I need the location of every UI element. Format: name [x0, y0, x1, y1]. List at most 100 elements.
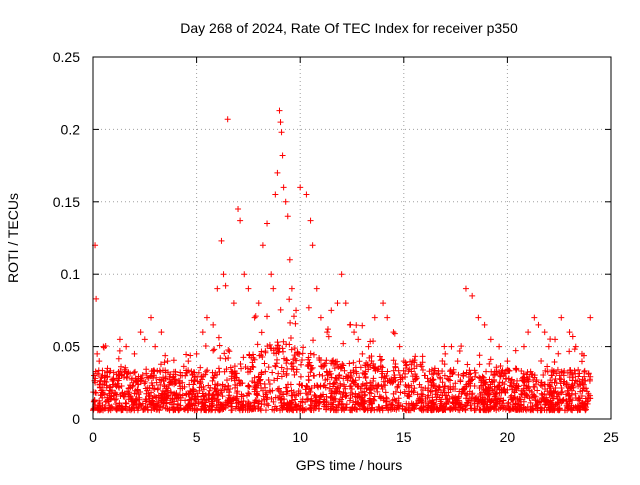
background-point	[365, 366, 372, 373]
background-point	[452, 380, 459, 387]
background-point	[200, 393, 207, 400]
background-point	[99, 387, 106, 394]
background-point	[389, 405, 396, 412]
background-point	[390, 390, 397, 397]
background-point	[353, 322, 360, 329]
background-point	[337, 365, 344, 372]
background-point	[542, 367, 549, 374]
background-point	[445, 389, 452, 396]
background-point	[338, 401, 345, 408]
background-point	[507, 406, 514, 413]
background-point	[354, 393, 361, 400]
background-point	[307, 388, 314, 395]
background-point	[177, 385, 184, 392]
data-point	[317, 314, 324, 321]
background-point	[316, 371, 323, 378]
background-point	[402, 381, 409, 388]
background-point	[258, 329, 265, 336]
background-point	[511, 380, 518, 387]
background-point	[581, 368, 588, 375]
background-point	[314, 382, 320, 389]
background-point	[410, 378, 417, 385]
background-point	[160, 399, 167, 406]
background-point	[170, 357, 177, 364]
data-point	[255, 300, 262, 307]
background-point	[166, 381, 173, 388]
background-point	[257, 352, 264, 359]
background-point	[411, 359, 418, 366]
background-point	[464, 399, 471, 406]
background-point	[397, 378, 404, 385]
background-point	[278, 395, 285, 402]
background-point	[330, 401, 337, 408]
background-point	[577, 406, 584, 413]
data-point	[431, 365, 438, 372]
background-point	[528, 388, 535, 395]
background-point	[520, 378, 527, 385]
background-point	[129, 382, 136, 389]
background-point	[506, 367, 513, 374]
background-point	[288, 346, 295, 353]
background-point	[305, 354, 312, 361]
data-point	[179, 372, 186, 379]
data-point	[148, 314, 155, 321]
background-point	[476, 352, 483, 359]
background-point	[297, 390, 304, 397]
background-point	[472, 396, 479, 403]
background-point	[480, 407, 487, 414]
background-point	[484, 391, 491, 398]
background-point	[552, 384, 559, 391]
background-point	[497, 373, 504, 380]
background-point	[571, 367, 578, 374]
background-point	[527, 399, 534, 406]
data-point	[541, 329, 548, 336]
background-point	[350, 359, 357, 366]
background-point	[264, 313, 271, 320]
background-point	[189, 402, 196, 409]
background-point	[577, 388, 584, 395]
background-point	[410, 402, 417, 409]
background-point	[447, 383, 454, 390]
background-point	[130, 379, 137, 386]
background-point	[357, 395, 364, 402]
background-point	[361, 392, 368, 399]
data-point	[324, 329, 331, 336]
background-point	[478, 397, 485, 404]
background-point	[516, 396, 523, 403]
background-point	[361, 400, 368, 407]
background-point	[555, 407, 562, 414]
background-point	[322, 360, 329, 367]
background-point	[455, 401, 462, 408]
background-point	[283, 402, 290, 409]
background-point	[547, 397, 554, 404]
background-point	[246, 383, 253, 390]
background-point	[238, 404, 245, 411]
background-point	[240, 393, 247, 400]
background-point	[318, 363, 325, 370]
background-point	[212, 369, 219, 376]
data-point	[214, 285, 221, 292]
data-point	[286, 256, 293, 263]
background-point	[376, 353, 383, 360]
background-point	[418, 363, 425, 370]
background-point	[344, 373, 351, 380]
background-point	[116, 347, 123, 354]
background-point	[390, 357, 397, 364]
background-point	[105, 407, 112, 414]
background-point	[347, 389, 354, 396]
background-point	[457, 378, 464, 385]
background-point	[286, 407, 293, 414]
background-point	[291, 371, 298, 378]
background-point	[401, 388, 408, 395]
data-point	[259, 242, 266, 249]
data-point	[535, 321, 542, 328]
background-point	[366, 395, 373, 402]
background-point	[304, 383, 311, 390]
background-point	[223, 387, 230, 393]
background-point	[104, 394, 111, 401]
background-point	[360, 406, 367, 413]
background-point	[274, 386, 281, 393]
background-point	[586, 377, 593, 384]
background-point	[261, 360, 268, 367]
